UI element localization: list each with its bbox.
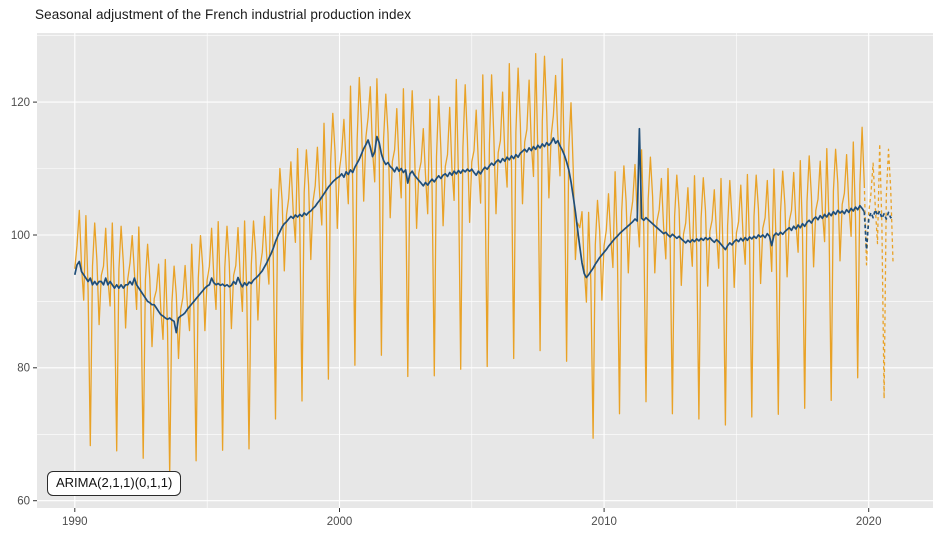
- model-annotation-label: ARIMA(2,1,1)(0,1,1): [47, 471, 182, 496]
- x-axis-tick-label: 1990: [62, 516, 88, 528]
- x-axis-tick-label: 2000: [327, 516, 353, 528]
- series-unadjusted-forecast: [863, 143, 894, 400]
- chart-title: Seasonal adjustment of the French indust…: [35, 7, 412, 22]
- x-axis-tick-label: 2020: [856, 516, 882, 528]
- series-seasonally-adjusted-forecast: [863, 208, 894, 251]
- y-axis-tick-label: 60: [17, 496, 30, 508]
- series-industrial-production-index-unadjusted: [74, 52, 865, 476]
- axis-tick-marks: [33, 101, 870, 512]
- series-lines: [73, 52, 894, 476]
- y-axis-tick-label: 120: [11, 97, 30, 109]
- plot-panel: [37, 33, 933, 508]
- x-axis-tick-label: 2010: [591, 516, 617, 528]
- y-axis-tick-label: 100: [11, 230, 30, 242]
- major-gridlines: [37, 33, 933, 508]
- series-industrial-production-index-seasonally-adjusted: [73, 127, 866, 334]
- axis-tick-labels: 60 80 100 120 1990 2000 2010 2020: [11, 97, 882, 528]
- y-axis-tick-label: 80: [17, 363, 30, 375]
